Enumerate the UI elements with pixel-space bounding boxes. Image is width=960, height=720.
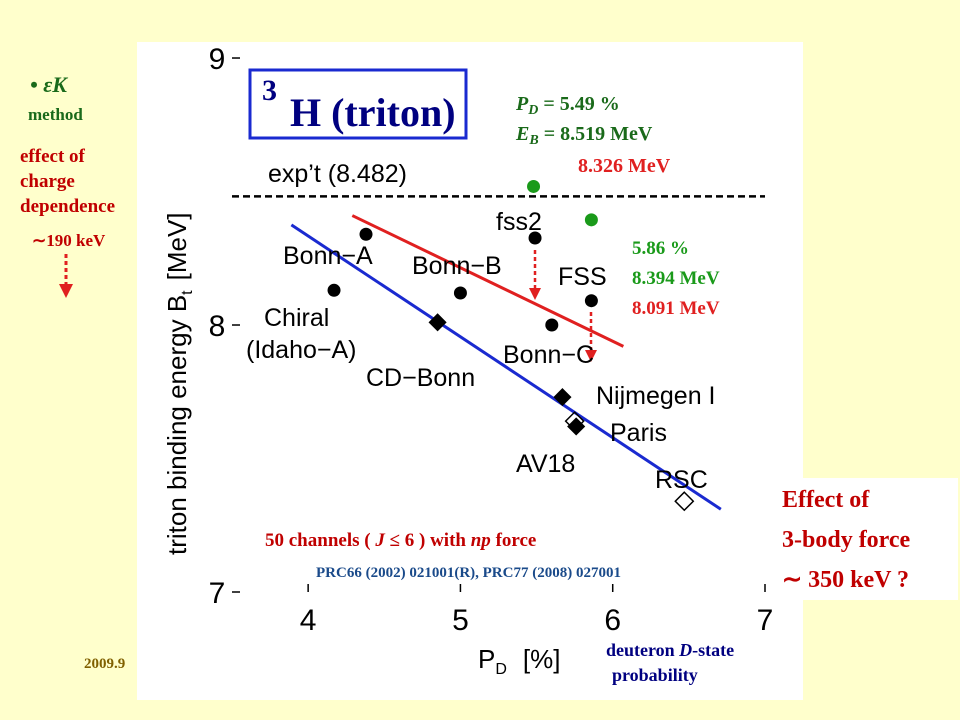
point-label: AV18 xyxy=(516,450,575,478)
annotation: 8.091 MeV xyxy=(632,298,720,319)
text: 50 channels ( xyxy=(265,530,375,551)
side-text: charge xyxy=(20,171,75,192)
chart-title: H (triton) xyxy=(290,90,456,135)
side-text: Effect of xyxy=(782,487,870,513)
x-tick-label: 5 xyxy=(452,604,469,637)
point xyxy=(674,491,695,512)
text: deuteron xyxy=(606,640,679,660)
date: 2009.9 xyxy=(84,656,125,672)
point xyxy=(584,294,598,308)
text: = 8.519 MeV xyxy=(539,123,653,145)
point xyxy=(327,283,341,297)
point-label: CD−Bonn xyxy=(366,364,475,392)
x-axis-label: PD [%] xyxy=(478,644,560,678)
x-tick-label: 4 xyxy=(300,604,317,637)
annotation: 5.86 % xyxy=(632,238,689,259)
point xyxy=(428,313,447,332)
text: triton binding energy B xyxy=(162,295,192,555)
fit-line xyxy=(290,223,722,511)
reference-label: exp’t (8.482) xyxy=(268,160,407,188)
arrow-head xyxy=(529,288,541,300)
point xyxy=(359,227,373,241)
title-sup: 3 xyxy=(262,74,277,107)
side-text: effect of xyxy=(20,146,86,167)
arrow-head xyxy=(59,284,73,298)
fit-line xyxy=(351,214,625,348)
note-box xyxy=(770,478,958,600)
text: P xyxy=(515,93,529,115)
annotation: 50 channels ( J ≤ 6 ) with np force xyxy=(265,530,536,551)
side-text: ∼ 350 keV ? xyxy=(782,567,909,593)
text: force xyxy=(491,530,537,551)
text: ≤ 6 ) with xyxy=(385,530,471,551)
x-tick-label: 6 xyxy=(604,604,621,637)
chart-title: 3 xyxy=(262,74,277,107)
text: np xyxy=(471,530,491,551)
title-box xyxy=(248,68,468,140)
annotation: PD = 5.49 % xyxy=(515,93,620,118)
point-label: FSS xyxy=(558,263,607,291)
side-text: ∼190 keV xyxy=(32,231,106,250)
annotation: 8.326 MeV xyxy=(578,155,671,177)
side-text: method xyxy=(28,105,83,124)
text: J xyxy=(374,530,385,551)
point-label: (Idaho−A) xyxy=(246,336,357,364)
point-label: Chiral xyxy=(264,304,329,332)
text: B xyxy=(528,133,538,148)
text: [MeV] xyxy=(162,212,192,280)
side-text: 3-body force xyxy=(782,527,911,553)
y-tick-label: 8 xyxy=(209,310,226,343)
text: D xyxy=(678,640,692,660)
text: D xyxy=(495,661,507,678)
y-tick-label: 9 xyxy=(209,43,226,76)
point-label: fss2 xyxy=(496,208,542,236)
annotation: EB = 8.519 MeV xyxy=(515,123,653,148)
text: t xyxy=(179,290,196,295)
y-tick-label: 7 xyxy=(209,577,226,610)
point xyxy=(453,286,467,300)
point xyxy=(584,213,598,227)
side-text: dependence xyxy=(20,196,115,217)
side-text: • εK xyxy=(30,72,68,97)
y-axis-label: triton binding energy Bt [MeV] xyxy=(162,212,196,555)
plot-panel xyxy=(137,42,803,700)
point xyxy=(528,231,542,245)
point-label: Paris xyxy=(610,419,667,447)
point xyxy=(545,318,559,332)
text: P xyxy=(478,644,495,674)
text: E xyxy=(515,123,529,145)
note-box xyxy=(600,636,796,692)
point-label: Bonn−C xyxy=(503,341,594,369)
annotation: PRC66 (2002) 021001(R), PRC77 (2008) 027… xyxy=(316,565,621,581)
text: D xyxy=(527,103,538,118)
arrow-head xyxy=(585,350,597,362)
point-label: RSC xyxy=(655,466,708,494)
point xyxy=(564,411,585,432)
point-label: Bonn−A xyxy=(283,242,373,270)
x-tick-label: 7 xyxy=(757,604,774,637)
point xyxy=(553,388,572,407)
point xyxy=(527,179,541,193)
point-label: Nijmegen I xyxy=(596,382,716,410)
annotation: 8.394 MeV xyxy=(632,268,720,289)
point-label: Bonn−B xyxy=(412,252,502,280)
text: = 5.49 % xyxy=(538,93,619,115)
side-text: probability xyxy=(612,665,698,685)
text: [%] xyxy=(523,644,561,674)
side-text: deuteron D-state xyxy=(606,640,734,660)
text: -state xyxy=(692,640,734,660)
